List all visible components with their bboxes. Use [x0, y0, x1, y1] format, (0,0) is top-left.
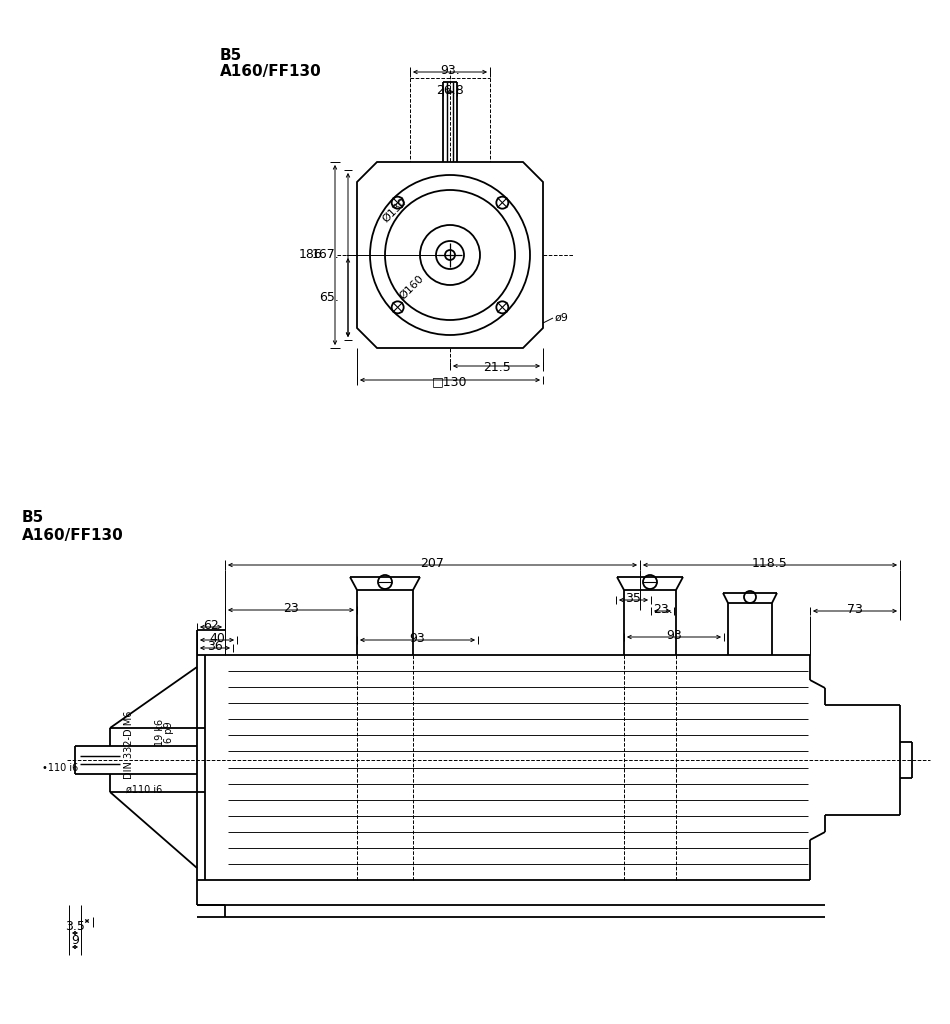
Text: 19 k6: 19 k6 [155, 719, 165, 745]
Text: 40: 40 [209, 632, 225, 645]
Text: 93: 93 [666, 629, 682, 642]
Text: 36: 36 [207, 640, 223, 653]
Polygon shape [357, 162, 543, 348]
Text: ø110 i6: ø110 i6 [125, 785, 162, 795]
Text: 93.: 93. [440, 63, 460, 77]
Text: 6 p9: 6 p9 [164, 721, 174, 742]
Text: 3.5: 3.5 [65, 920, 85, 933]
Text: A160/FF130: A160/FF130 [220, 63, 322, 79]
Text: 26.8: 26.8 [436, 84, 464, 97]
Text: 62: 62 [203, 618, 218, 632]
Text: □130: □130 [432, 375, 467, 388]
Text: A160/FF130: A160/FF130 [22, 528, 124, 543]
Text: 73: 73 [847, 603, 863, 616]
Text: 167.: 167. [312, 249, 339, 261]
Text: 118.5: 118.5 [752, 557, 788, 570]
Text: 21.5: 21.5 [483, 361, 510, 374]
Text: 9: 9 [71, 934, 79, 947]
Text: 35: 35 [625, 592, 641, 605]
Text: 186.: 186. [298, 249, 326, 261]
Text: ø9: ø9 [555, 313, 569, 323]
Text: 23.: 23. [653, 603, 673, 616]
Text: DIN 332-D M6: DIN 332-D M6 [124, 711, 134, 779]
Text: Ø130: Ø130 [381, 196, 409, 224]
Text: •110 i6: •110 i6 [42, 763, 78, 773]
Text: 93: 93 [409, 632, 426, 645]
Text: B5: B5 [220, 48, 242, 63]
Text: 65.: 65. [319, 291, 339, 304]
Text: Ø160: Ø160 [398, 273, 426, 301]
Text: 207: 207 [421, 557, 445, 570]
Text: B5: B5 [22, 510, 45, 525]
Text: 23: 23 [283, 602, 299, 615]
